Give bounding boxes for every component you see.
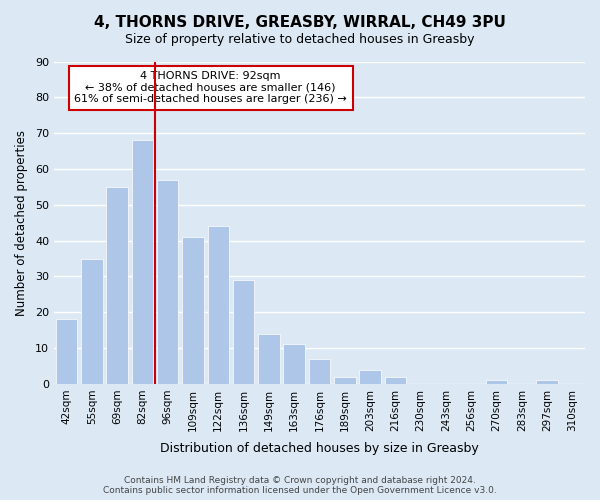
Bar xyxy=(182,237,204,384)
Text: 4, THORNS DRIVE, GREASBY, WIRRAL, CH49 3PU: 4, THORNS DRIVE, GREASBY, WIRRAL, CH49 3… xyxy=(94,15,506,30)
Y-axis label: Number of detached properties: Number of detached properties xyxy=(15,130,28,316)
Bar xyxy=(283,344,305,384)
Bar xyxy=(208,226,229,384)
Bar xyxy=(536,380,558,384)
Bar xyxy=(359,370,381,384)
Bar xyxy=(486,380,507,384)
Bar xyxy=(56,320,77,384)
Text: 4 THORNS DRIVE: 92sqm
← 38% of detached houses are smaller (146)
61% of semi-det: 4 THORNS DRIVE: 92sqm ← 38% of detached … xyxy=(74,71,347,104)
Bar xyxy=(233,280,254,384)
Text: Size of property relative to detached houses in Greasby: Size of property relative to detached ho… xyxy=(125,32,475,46)
Bar xyxy=(157,180,178,384)
Bar xyxy=(258,334,280,384)
Bar xyxy=(385,376,406,384)
Bar xyxy=(81,258,103,384)
X-axis label: Distribution of detached houses by size in Greasby: Distribution of detached houses by size … xyxy=(160,442,479,455)
Bar xyxy=(106,187,128,384)
Text: Contains HM Land Registry data © Crown copyright and database right 2024.
Contai: Contains HM Land Registry data © Crown c… xyxy=(103,476,497,495)
Bar xyxy=(309,359,330,384)
Bar xyxy=(131,140,153,384)
Bar xyxy=(334,376,356,384)
